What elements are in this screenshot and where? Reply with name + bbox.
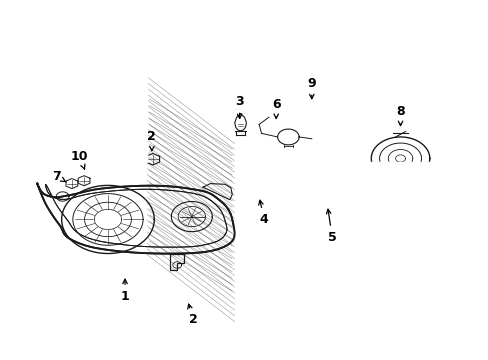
Polygon shape — [234, 162, 488, 252]
Text: 5: 5 — [326, 209, 336, 244]
Text: 7: 7 — [52, 170, 66, 183]
Text: 1: 1 — [121, 279, 129, 303]
Text: 2: 2 — [187, 304, 197, 327]
Text: 2: 2 — [147, 130, 156, 151]
Text: 4: 4 — [258, 200, 268, 226]
Text: 6: 6 — [271, 98, 280, 118]
Text: 8: 8 — [395, 105, 404, 126]
Text: 3: 3 — [235, 95, 244, 118]
Text: 9: 9 — [307, 77, 315, 99]
Text: 10: 10 — [71, 150, 88, 169]
Polygon shape — [0, 1, 147, 162]
